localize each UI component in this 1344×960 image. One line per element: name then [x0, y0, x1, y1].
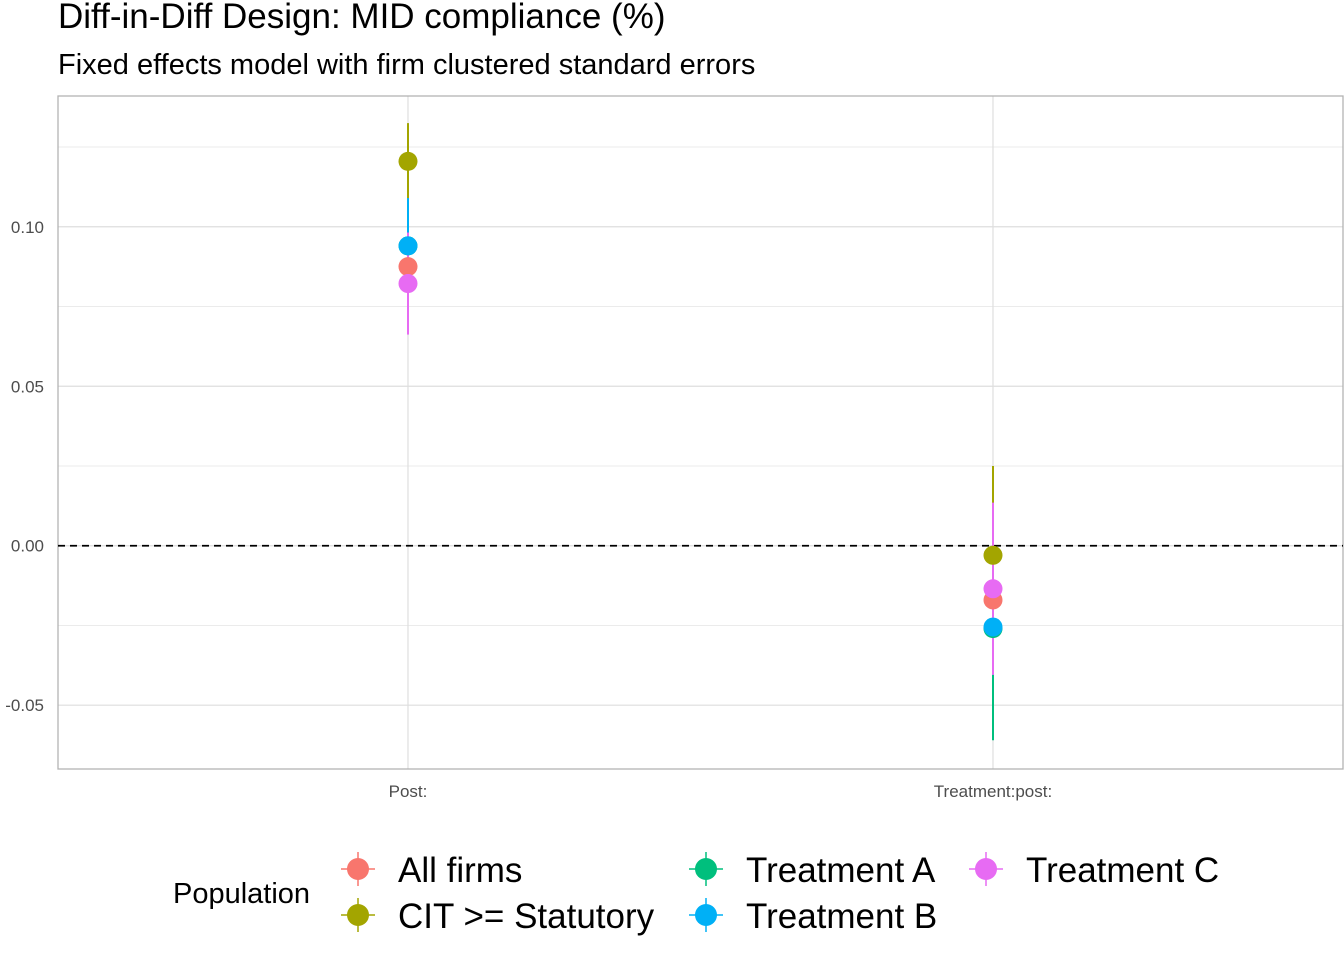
legend-label: CIT >= Statutory — [398, 897, 655, 936]
legend: Population All firms CIT >= Statutory Treat… — [173, 851, 1219, 936]
plot-panel — [58, 96, 1343, 769]
legend-key-dot — [347, 858, 369, 880]
data-point — [983, 617, 1003, 637]
y-tick-label: 0.05 — [11, 377, 44, 396]
x-tick-label: Treatment:post: — [934, 782, 1052, 801]
legend-title: Population — [173, 878, 310, 910]
legend-key-dot — [695, 904, 717, 926]
legend-label: Treatment C — [1026, 851, 1219, 890]
legend-label: Treatment B — [746, 897, 937, 936]
legend-key-dot — [695, 858, 717, 880]
y-tick-label: 0.00 — [11, 537, 44, 556]
chart-subtitle: Fixed effects model with firm clustered … — [58, 49, 755, 81]
y-tick-label: -0.05 — [5, 696, 44, 715]
legend-label: All firms — [398, 851, 522, 890]
data-point — [398, 274, 418, 294]
x-tick-label: Post: — [389, 782, 428, 801]
legend-key-dot — [975, 858, 997, 880]
plot-border — [57, 95, 1344, 770]
data-point — [983, 545, 1003, 565]
data-point — [398, 151, 418, 171]
plot-area: -0.05 0.00 0.05 0.10 Post: Treatment:post: — [5, 95, 1344, 801]
data-point — [398, 257, 418, 277]
y-tick-label: 0.10 — [11, 218, 44, 237]
chart-title: Diff-in-Diff Design: MID compliance (%) — [58, 0, 665, 36]
data-point — [398, 236, 418, 256]
legend-key-dot — [347, 904, 369, 926]
data-point — [983, 579, 1003, 599]
legend-label: Treatment A — [746, 851, 936, 890]
